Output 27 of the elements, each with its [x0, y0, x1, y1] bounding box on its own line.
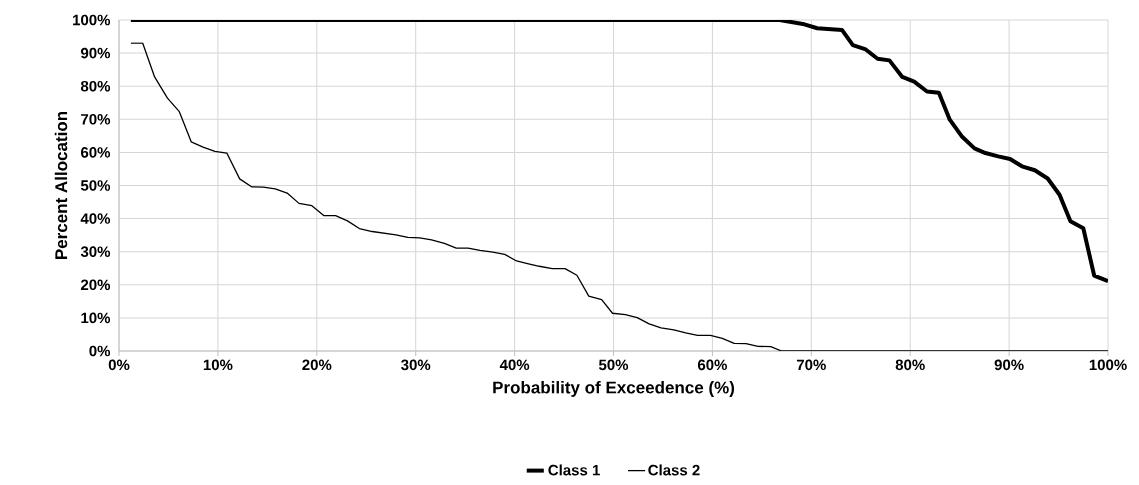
y-tick-label: 20% — [80, 279, 111, 291]
legend-label: Class 1 — [548, 464, 600, 476]
x-tick-label: 80% — [895, 359, 925, 371]
y-tick-label: 70% — [81, 113, 111, 125]
y-tick-label: 40% — [80, 213, 111, 224]
y-tick-label: 50% — [80, 180, 111, 191]
x-tick-label: 40% — [499, 359, 530, 371]
x-tick-label: 0% — [108, 359, 130, 371]
line-series — [128, 20, 1109, 284]
y-axis-title: Percent Allocation — [54, 111, 68, 259]
y-tick-label: 30% — [80, 246, 111, 258]
x-tick-label: 90% — [994, 359, 1024, 371]
x-tick-label: 60% — [697, 359, 728, 371]
x-tick-label: 30% — [401, 359, 431, 371]
y-tick-label: 60% — [81, 147, 111, 158]
x-tick-label: 70% — [796, 359, 826, 371]
x-tick-label: 10% — [203, 359, 233, 371]
y-tick-label: 80% — [80, 80, 111, 92]
x-axis-title: Probability of Exceedence (%) — [493, 381, 735, 397]
y-tick-label: 90% — [80, 47, 111, 59]
legend-label: Class 2 — [648, 464, 700, 476]
y-tick-label: 10% — [81, 312, 111, 324]
x-tick-label: 50% — [598, 359, 629, 371]
x-tick-label: 20% — [302, 359, 332, 371]
y-tick-label: 100% — [73, 14, 111, 26]
y-tick-label: 0% — [89, 345, 111, 357]
x-tick-label: 100% — [1089, 359, 1127, 371]
